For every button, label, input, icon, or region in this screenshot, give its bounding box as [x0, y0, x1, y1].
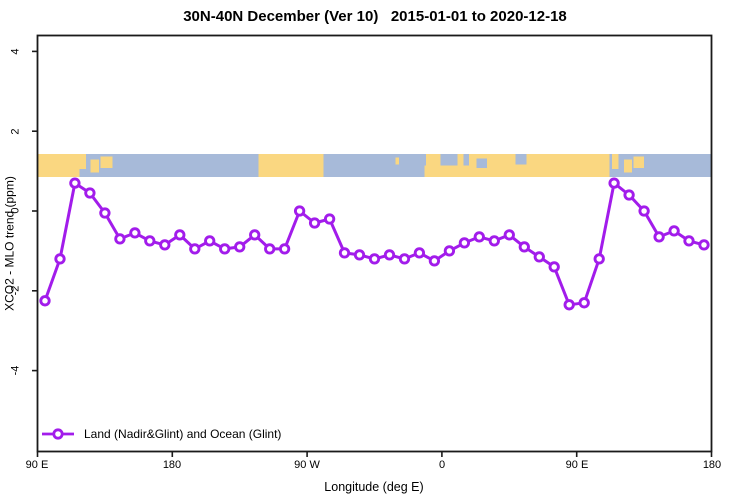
- map-band-sea-patch: [515, 153, 527, 165]
- series-marker: [189, 243, 201, 255]
- y-tick-label-2: 2: [9, 128, 22, 135]
- series-marker: [473, 231, 485, 243]
- y-tick-label-m4: -4: [9, 365, 22, 376]
- series-marker: [264, 243, 276, 255]
- series-marker: [84, 187, 96, 199]
- series-marker: [338, 247, 351, 259]
- series-marker: [353, 249, 366, 261]
- series-marker: [593, 253, 605, 265]
- series-marker: [518, 241, 530, 253]
- map-band-land-segment: [426, 153, 441, 166]
- x-tick-label-180a: 180: [162, 459, 182, 471]
- series-marker: [114, 233, 126, 245]
- series-marker: [293, 205, 306, 217]
- map-band-sea-patch: [443, 153, 456, 165]
- series-marker: [129, 227, 141, 239]
- series-marker: [159, 239, 171, 251]
- series-marker: [608, 177, 620, 189]
- series-marker: [383, 249, 396, 261]
- series-line: [43, 181, 706, 307]
- series-marker: [488, 235, 500, 247]
- page-title: 30N-40N December (Ver 10) 2015-01-01 to …: [183, 8, 567, 25]
- x-axis-title: Longitude (deg E): [324, 480, 424, 494]
- map-band-land-segment: [611, 153, 619, 169]
- legend-label: Land (Nadir&Glint) and Ocean (Glint): [84, 427, 282, 441]
- series-marker: [548, 261, 560, 273]
- series-marker: [234, 241, 246, 253]
- series-marker: [533, 251, 545, 263]
- map-band-land-segment: [100, 156, 113, 168]
- series-marker: [204, 235, 216, 247]
- map-band-land-segment: [37, 153, 80, 178]
- series-marker: [54, 253, 66, 265]
- map-band-land-segment: [457, 153, 464, 167]
- x-tick-label-180b: 180: [702, 459, 722, 471]
- map-band-land-segment: [258, 153, 324, 178]
- series-marker: [249, 229, 261, 241]
- map-band-land-segment: [503, 153, 610, 178]
- series-marker: [578, 297, 590, 309]
- map-band-land-segment: [79, 153, 87, 169]
- series-marker: [698, 239, 710, 251]
- map-band-land-segment: [395, 157, 400, 165]
- series-marker: [638, 205, 650, 217]
- map-band-ocean: [37, 153, 712, 178]
- series-marker: [683, 235, 695, 247]
- x-tick-label-0: 0: [438, 459, 446, 471]
- y-tick-label-4: 4: [9, 48, 22, 55]
- series-marker: [308, 217, 321, 229]
- x-tick-label-90e2: 90 E: [565, 459, 589, 471]
- series-marker: [99, 207, 111, 219]
- plot-border: [36, 34, 713, 453]
- series-marker: [623, 189, 635, 201]
- series-marker: [503, 229, 515, 241]
- series-marker: [174, 229, 186, 241]
- map-band-land-segment: [90, 159, 99, 173]
- series-marker: [219, 243, 231, 255]
- series-marker: [144, 235, 156, 247]
- series-marker: [278, 243, 291, 255]
- series-marker: [413, 247, 426, 259]
- map-band-sea-patch: [476, 158, 487, 168]
- series-marker: [653, 231, 665, 243]
- map-band-land-segment: [633, 156, 645, 168]
- legend: Land (Nadir&Glint) and Ocean (Glint): [41, 426, 281, 442]
- series-marker: [69, 177, 81, 189]
- y-axis-title: XCO2 - MLO trend (ppm): [2, 176, 17, 311]
- legend-marker-icon: [42, 428, 74, 440]
- map-band-land-segment: [623, 159, 633, 173]
- series-marker: [443, 245, 456, 257]
- series-marker: [458, 237, 471, 249]
- x-tick-label-90w: 90 W: [294, 459, 320, 471]
- series-marker: [428, 255, 441, 267]
- series-marker: [323, 213, 336, 225]
- series-marker: [39, 295, 51, 307]
- series-marker: [563, 299, 575, 311]
- series-marker: [368, 253, 381, 265]
- series-marker: [668, 225, 680, 237]
- x-tick-label-90e: 90 E: [25, 459, 49, 471]
- map-band-land-segment: [424, 165, 504, 178]
- series-marker: [398, 253, 411, 265]
